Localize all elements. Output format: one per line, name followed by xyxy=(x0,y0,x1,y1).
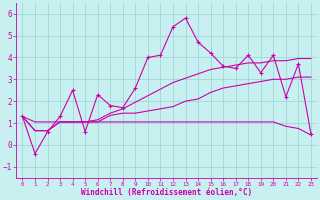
X-axis label: Windchill (Refroidissement éolien,°C): Windchill (Refroidissement éolien,°C) xyxy=(81,188,252,197)
